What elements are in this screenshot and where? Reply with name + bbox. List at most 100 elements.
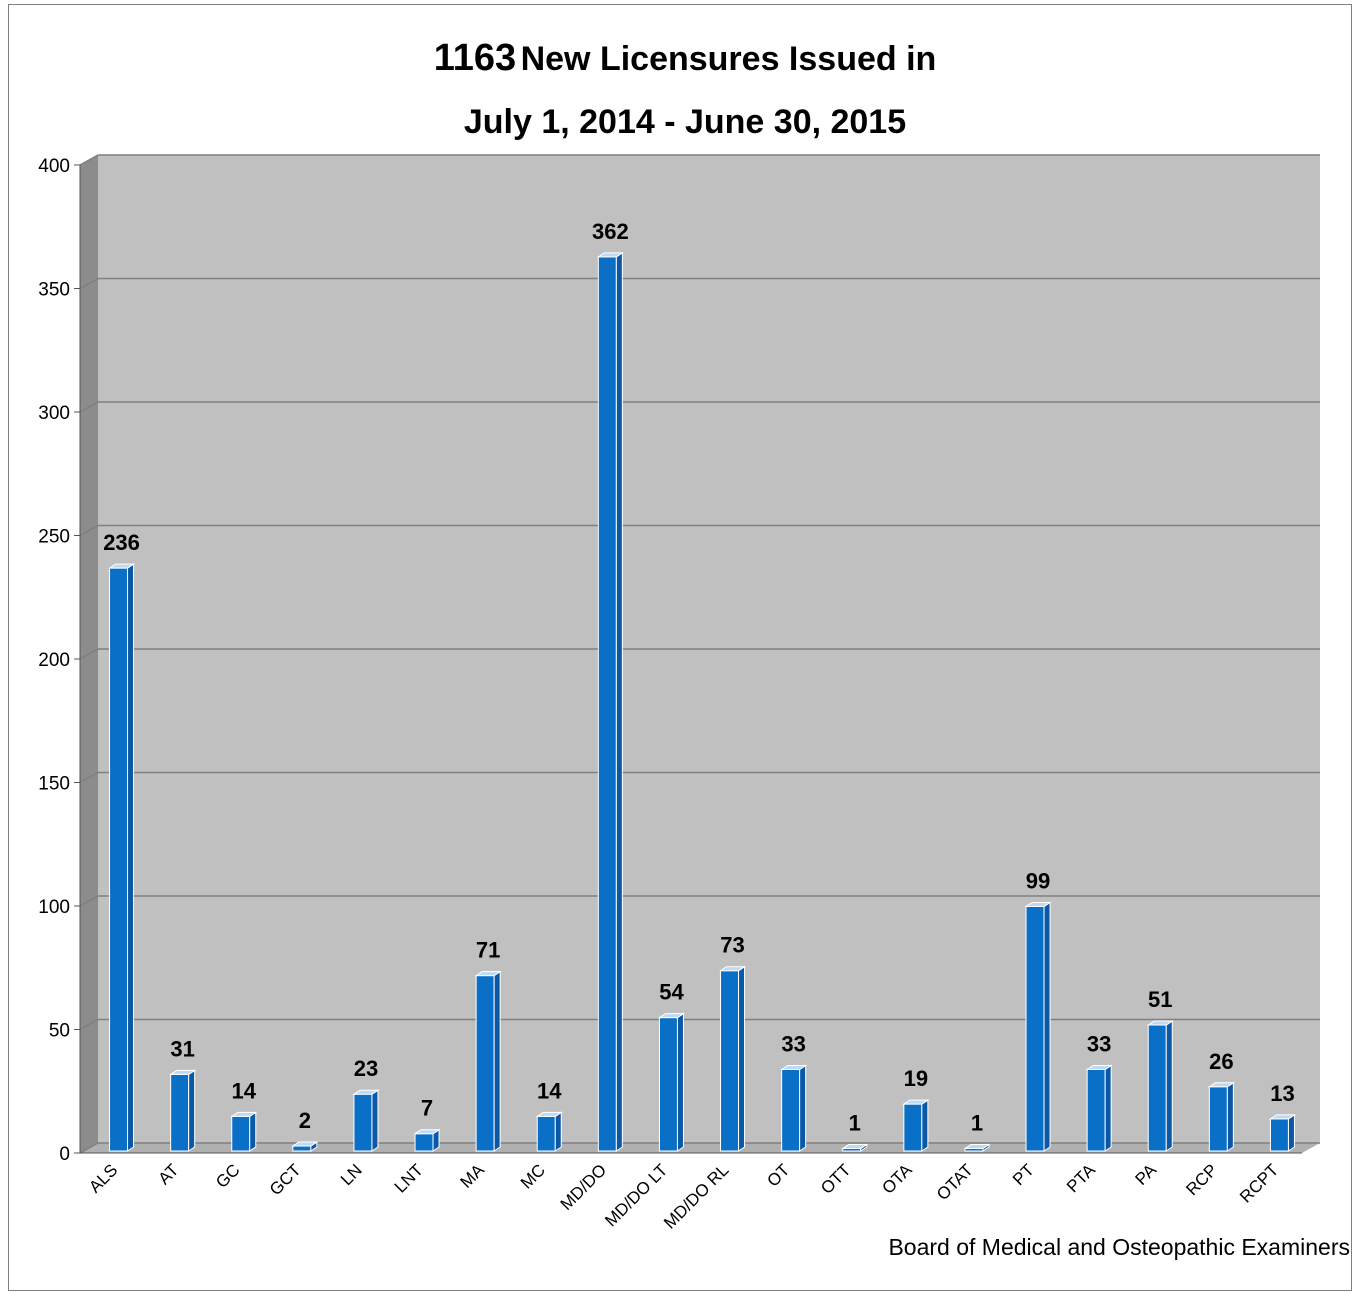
data-label: 33 <box>781 1031 805 1056</box>
x-tick-label: LNT <box>391 1160 427 1196</box>
bar-side <box>188 1069 196 1152</box>
bar-side <box>1287 1113 1295 1152</box>
chart-title: 1163 New Licensures Issued in July 1, 20… <box>0 30 1356 157</box>
gridline-side <box>79 277 99 290</box>
data-label: 13 <box>1270 1081 1294 1106</box>
y-tick-label: 250 <box>38 527 70 548</box>
data-label: 7 <box>421 1096 433 1121</box>
gridline-side <box>79 401 99 413</box>
bar-side <box>615 251 623 1152</box>
bar-top <box>230 1111 258 1117</box>
title-line-1: 1163 New Licensures Issued in <box>0 30 1356 94</box>
data-label: 99 <box>1026 868 1050 893</box>
x-tick-label: MD/DO RL <box>660 1160 732 1232</box>
data-label: 14 <box>232 1078 257 1103</box>
y-tick-label: 300 <box>38 403 70 424</box>
title-total: 1163 <box>433 37 517 79</box>
bar <box>231 1115 251 1152</box>
x-tick-label: OTT <box>817 1160 854 1197</box>
bar-top <box>291 1141 319 1147</box>
bar-side <box>1165 1020 1173 1152</box>
bar-side <box>1104 1064 1112 1152</box>
bar <box>720 970 740 1152</box>
data-label: 362 <box>592 219 629 244</box>
bar-side <box>921 1099 929 1152</box>
data-label: 33 <box>1087 1031 1111 1056</box>
bar-top <box>1024 901 1052 907</box>
bar <box>109 567 129 1152</box>
bar-top <box>413 1129 441 1135</box>
bar <box>536 1115 556 1152</box>
bar-top <box>1268 1114 1297 1120</box>
bar-side <box>738 965 746 1152</box>
y-tick-label: 400 <box>38 156 70 177</box>
bar-top <box>107 563 136 569</box>
x-tick-label: OTA <box>878 1160 916 1198</box>
bar-top <box>1085 1064 1113 1070</box>
bar-side <box>1043 901 1051 1152</box>
bar <box>170 1073 190 1152</box>
bar-side <box>1226 1081 1234 1152</box>
bar <box>1208 1086 1228 1152</box>
bar <box>475 975 495 1152</box>
bar-top <box>841 1144 869 1150</box>
gridline-side <box>79 1142 99 1154</box>
y-tick-label: 350 <box>38 280 70 301</box>
bar-top <box>1146 1020 1174 1026</box>
x-tick-label: OT <box>763 1160 793 1190</box>
bar-top <box>963 1144 991 1150</box>
bar-top <box>168 1069 197 1075</box>
x-tick-label: MD/DO <box>557 1160 611 1214</box>
data-label: 1 <box>971 1111 983 1136</box>
bar-top <box>474 971 502 977</box>
bar-top <box>902 1099 930 1105</box>
x-tick-label: PA <box>1131 1160 1160 1189</box>
bar-top <box>718 966 747 972</box>
y-tick-label: 200 <box>38 650 70 671</box>
bar-top <box>352 1089 380 1095</box>
gridline-side <box>79 895 99 907</box>
y-tick-label: 100 <box>38 897 70 918</box>
bar-side <box>554 1111 562 1152</box>
bar <box>658 1017 678 1152</box>
title-line-2: July 1, 2014 - June 30, 2015 <box>0 94 1356 157</box>
gridline-side <box>79 524 99 537</box>
x-tick-label: PTA <box>1063 1160 1099 1196</box>
data-label: 23 <box>354 1056 378 1081</box>
gridline-side <box>79 1018 99 1031</box>
bar <box>353 1093 373 1152</box>
y-tick-label: 50 <box>49 1021 70 1042</box>
source-note: Board of Medical and Osteopathic Examine… <box>888 1234 1350 1260</box>
data-label: 2 <box>299 1108 311 1133</box>
x-tick-label: GC <box>212 1160 243 1191</box>
bar-top <box>779 1064 808 1070</box>
x-tick-label: PT <box>1009 1160 1038 1189</box>
y-tick-label: 0 <box>59 1144 70 1165</box>
bar <box>1025 905 1045 1152</box>
bar <box>414 1133 434 1152</box>
x-tick-label: MC <box>517 1160 549 1192</box>
x-tick-label: LN <box>337 1160 366 1189</box>
gridline-side <box>79 154 99 166</box>
data-label: 26 <box>1209 1049 1233 1074</box>
x-tick-label: ALS <box>85 1160 121 1196</box>
y-tick-label: 150 <box>38 774 70 795</box>
bar-side <box>371 1089 379 1152</box>
x-tick-label: RCPT <box>1236 1160 1282 1206</box>
bar <box>781 1068 801 1152</box>
bar-side <box>799 1064 807 1152</box>
bar-side <box>127 563 135 1152</box>
bar-top <box>535 1111 563 1117</box>
data-label: 1 <box>849 1111 861 1136</box>
floor <box>80 1143 1320 1153</box>
bar <box>597 256 617 1152</box>
x-tick-label: AT <box>155 1160 183 1188</box>
bar <box>1269 1118 1289 1152</box>
x-tick-label: OTAT <box>933 1160 977 1204</box>
bar <box>1147 1024 1167 1152</box>
gridline-side <box>79 771 99 784</box>
bar-top <box>596 252 625 258</box>
data-label: 19 <box>904 1066 928 1091</box>
data-label: 31 <box>170 1036 194 1061</box>
